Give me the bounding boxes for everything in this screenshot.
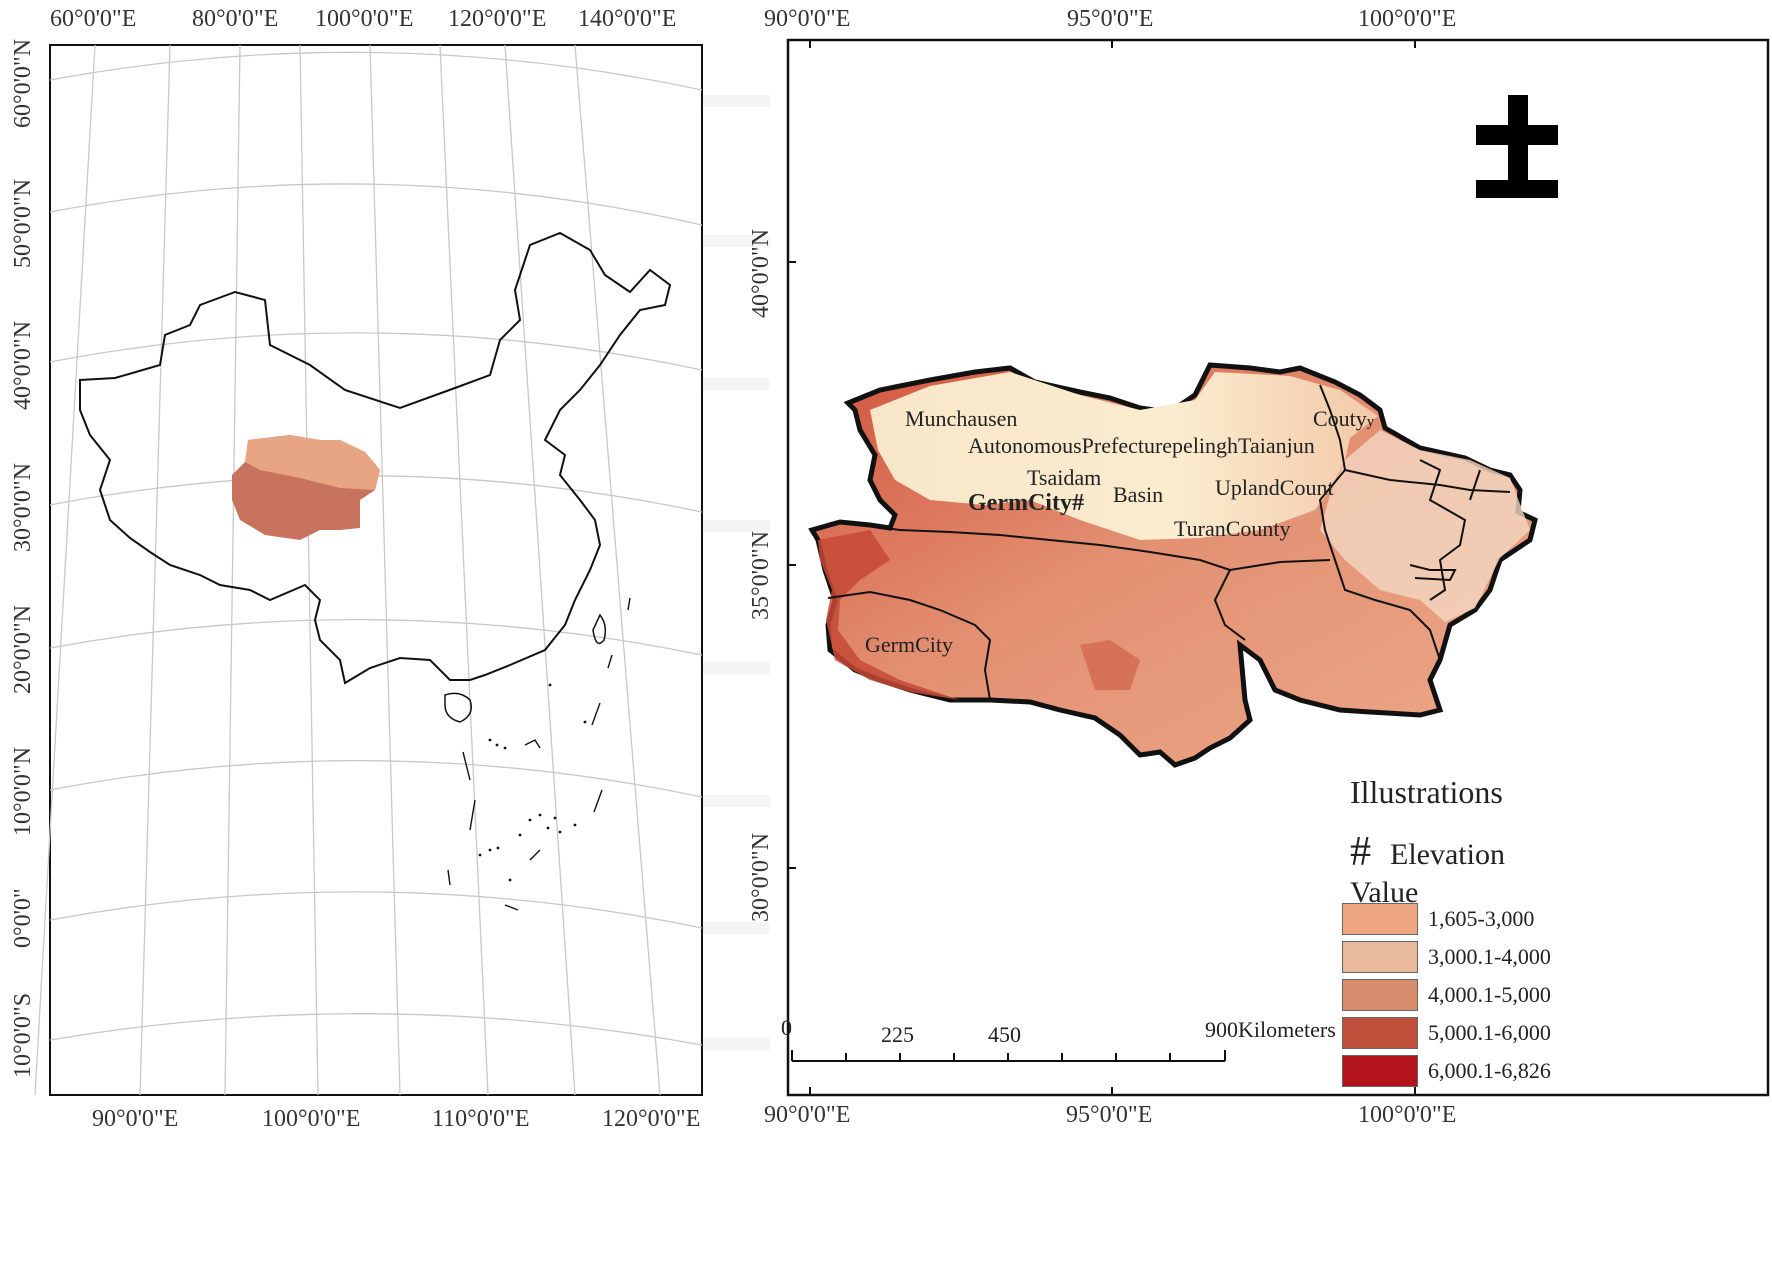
lon-label: 90°0'0"E [764, 6, 851, 32]
legend-swatch [1342, 903, 1418, 935]
legend-class-label: 3,000.1-4,000 [1428, 944, 1551, 969]
scale-label: 225 [881, 1022, 914, 1047]
legend-class-row: 6,000.1-6,826 [1342, 1054, 1572, 1088]
lon-label: 100°0'0"E [1358, 1102, 1457, 1128]
legend-class-label: 6,000.1-6,826 [1428, 1058, 1551, 1083]
place-label-autonomous-prefecture: AutonomousPrefecturepelinghTaianjun [968, 433, 1315, 458]
lat-label: 40°0'0"N [10, 320, 36, 410]
scale-label: 0 [781, 1015, 792, 1040]
lat-label: 0°0'0" [10, 888, 36, 948]
place-label-basin: Basin [1113, 482, 1164, 507]
lon-label: 95°0'0"E [1067, 6, 1154, 32]
lat-label: 20°0'0"N [10, 604, 36, 694]
island-outline [592, 613, 607, 645]
scale-label: 450 [988, 1022, 1021, 1047]
lon-label: 60°0'0"E [50, 6, 137, 32]
legend-class-label: 4,000.1-5,000 [1428, 982, 1551, 1007]
place-label-germcity: GermCity [865, 632, 953, 657]
legend-swatch [1342, 1055, 1418, 1087]
legend-symbol: # [1350, 829, 1371, 875]
legend-class-label: 5,000.1-6,000 [1428, 1020, 1551, 1045]
lon-label: 110°0'0"E [432, 1106, 530, 1132]
lon-label: 100°0'0"E [315, 6, 414, 32]
lat-label: 50°0'0"N [10, 178, 36, 268]
north-arrow-icon [1476, 95, 1558, 198]
legend-class-row: 5,000.1-6,000 [1342, 1016, 1572, 1050]
study-area-map [786, 38, 1770, 1097]
place-label-couty: Coutyy [1313, 406, 1375, 431]
lon-label: 90°0'0"E [92, 1106, 179, 1132]
county-borders [827, 384, 1511, 701]
country-outline [79, 231, 672, 685]
legend-title: Illustrations [1350, 774, 1503, 810]
place-label-turan: TuranCounty [1174, 516, 1291, 541]
lon-label: 80°0'0"E [192, 6, 279, 32]
scale-bar [791, 1050, 1226, 1062]
lon-label: 100°0'0"E [262, 1106, 361, 1132]
island-outline [444, 692, 472, 723]
legend-class-label: 1,605-3,000 [1428, 906, 1535, 931]
lat-label: 35°0'0"N [748, 530, 774, 620]
lat-label: 40°0'0"N [748, 228, 774, 318]
tsaidam-basin [870, 372, 1378, 540]
legend-swatch [1342, 941, 1418, 973]
lat-label: 30°0'0"N [10, 462, 36, 552]
island-dots [478, 683, 587, 882]
legend-elevation: Elevation [1390, 838, 1505, 871]
legend-swatch [1342, 1017, 1418, 1049]
high-elevation-area [1080, 640, 1140, 690]
lon-label: 120°0'0"E [448, 6, 547, 32]
high-elevation-area [818, 530, 960, 700]
lat-label: 10°0'0"S [10, 992, 36, 1078]
lon-label: 100°0'0"E [1358, 6, 1457, 32]
place-label-tsaidam: Tsaidam [1027, 465, 1102, 490]
lon-label: 140°0'0"E [578, 6, 677, 32]
legend-class-row: 1,605-3,000 [1342, 902, 1572, 936]
lon-label: 90°0'0"E [764, 1102, 851, 1128]
lon-label: 95°0'0"E [1066, 1102, 1153, 1128]
right-ticks [703, 95, 770, 1050]
south-sea-islands [447, 597, 631, 911]
lon-label: 120°0'0"E [602, 1106, 701, 1132]
lat-label: 60°0'0"N [10, 38, 36, 128]
place-label-munchausen: Munchausen [905, 406, 1018, 431]
lat-label: 10°0'0"N [10, 746, 36, 836]
legend-class-row: 4,000.1-5,000 [1342, 978, 1572, 1012]
legend-swatch [1342, 979, 1418, 1011]
overview-map [34, 44, 770, 1096]
overview-map-frame [49, 44, 703, 1096]
place-label-upland: UplandCount [1215, 475, 1334, 500]
graticule-lines [34, 44, 703, 1096]
scale-label: 900Kilometers [1205, 1017, 1336, 1042]
lat-label: 30°0'0"N [748, 832, 774, 922]
place-label-germcity-hash: GermCity# [968, 490, 1084, 516]
legend-class-row: 3,000.1-4,000 [1342, 940, 1572, 974]
axis-ticks [788, 40, 1416, 1095]
study-region-north [245, 435, 380, 490]
